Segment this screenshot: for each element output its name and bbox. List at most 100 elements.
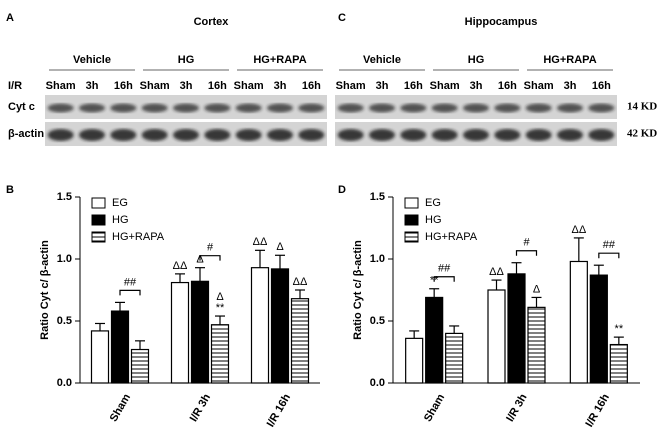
- blot-band: [494, 129, 521, 141]
- x-tick-label: I/R 3h: [188, 392, 214, 424]
- panel-letter: A: [6, 12, 14, 24]
- significance-mark: Δ: [216, 291, 224, 303]
- blot-band: [557, 129, 583, 141]
- significance-mark: ΔΔ: [173, 260, 188, 272]
- x-tick-label: Sham: [422, 392, 447, 424]
- blot-band: [557, 103, 583, 113]
- error-bar: [295, 289, 305, 299]
- error-bar: [511, 262, 522, 274]
- y-tick-label: 0.0: [370, 377, 385, 389]
- bar: [609, 343, 628, 384]
- error-bar: [409, 330, 420, 339]
- comparison-bracket: [119, 289, 141, 296]
- comparison-label: ##: [124, 276, 137, 288]
- blot-band: [431, 103, 458, 113]
- legend-swatch: [404, 197, 419, 209]
- blot-band: [79, 103, 105, 113]
- comparison-bracket: [598, 252, 620, 259]
- y-tick-label: 0.5: [370, 315, 385, 327]
- blot-band: [204, 129, 231, 141]
- panel-letter: D: [338, 184, 346, 196]
- blot-band: [173, 129, 199, 141]
- blot-band: [463, 129, 489, 141]
- significance-mark: ΔΔ: [293, 276, 308, 288]
- significance-mark: Δ: [533, 283, 541, 295]
- row-label: β-actin: [8, 128, 44, 140]
- lane-label: 16h: [302, 80, 321, 92]
- x-tick-label: I/R 16h: [584, 392, 613, 429]
- row-header: I/R: [8, 80, 22, 92]
- significance-mark: Δ: [276, 241, 284, 253]
- legend-label: HG: [112, 214, 129, 226]
- lane-label: Sham: [140, 80, 170, 92]
- blot-band: [141, 103, 168, 113]
- blot-title: Cortex: [194, 16, 230, 28]
- legend-label: HG+RAPA: [112, 231, 165, 243]
- blot-band: [173, 103, 199, 113]
- bar: [569, 260, 588, 384]
- error-bar: [531, 296, 542, 308]
- error-bar: [449, 325, 460, 334]
- y-tick-label: 1.5: [370, 191, 385, 203]
- lane-label: Sham: [524, 80, 554, 92]
- error-bar: [491, 279, 502, 290]
- legend-label: EG: [112, 197, 128, 209]
- x-tick-label: I/R 3h: [504, 392, 530, 424]
- group-label: Vehicle: [73, 54, 111, 66]
- blot-band: [235, 103, 262, 113]
- lane-label: 16h: [404, 80, 423, 92]
- significance-mark: ΔΔ: [489, 266, 504, 278]
- lane-label: 16h: [114, 80, 133, 92]
- bar: [170, 281, 190, 384]
- bar: [487, 289, 506, 384]
- lane-label: Sham: [336, 80, 366, 92]
- legend-label: HG+RAPA: [425, 231, 478, 243]
- bar: [210, 324, 230, 384]
- group-label: HG: [468, 54, 485, 66]
- blot-band: [110, 129, 137, 141]
- blot-band: [337, 103, 364, 113]
- group-label: HG+RAPA: [253, 54, 306, 66]
- bar: [290, 298, 310, 384]
- blot-band: [369, 129, 395, 141]
- y-tick-label: 1.0: [57, 253, 72, 265]
- comparison-bracket: [199, 255, 221, 261]
- bar: [589, 274, 608, 384]
- error-bar: [175, 273, 185, 283]
- error-bar: [573, 237, 584, 262]
- y-tick-label: 0.0: [57, 377, 72, 389]
- error-bar: [135, 340, 145, 350]
- lane-label: Sham: [430, 80, 460, 92]
- y-axis-label: Ratio Cyt c/ β-actin: [39, 240, 51, 340]
- blot-band: [588, 129, 615, 141]
- error-bar: [255, 249, 265, 268]
- y-tick-label: 0.5: [57, 315, 72, 327]
- bar: [130, 348, 150, 384]
- blot-band: [47, 103, 74, 113]
- blot-band: [47, 129, 74, 141]
- bar: [270, 268, 290, 384]
- legend-swatch: [404, 231, 419, 243]
- legend-swatch: [91, 231, 106, 243]
- blot-band: [298, 103, 325, 113]
- blot-band: [588, 103, 615, 113]
- error-bar: [215, 315, 225, 325]
- x-tick-label: Sham: [108, 392, 133, 424]
- legend-swatch: [404, 214, 419, 226]
- significance-mark: ΔΔ: [253, 236, 268, 248]
- blot-band: [110, 103, 137, 113]
- error-bar: [593, 264, 604, 276]
- error-bar: [275, 254, 285, 269]
- y-axis-label: Ratio Cyt c/ β-actin: [352, 240, 364, 340]
- size-label: 42 KD: [627, 128, 657, 140]
- lane-label: 16h: [498, 80, 517, 92]
- blot-title: Hippocampus: [465, 16, 538, 28]
- x-tick-label: I/R 16h: [265, 392, 294, 429]
- legend-swatch: [91, 197, 106, 209]
- lane-label: 16h: [592, 80, 611, 92]
- blot-band: [204, 103, 231, 113]
- lane-label: 3h: [86, 80, 99, 92]
- comparison-bracket: [515, 250, 538, 256]
- legend-label: HG: [425, 214, 442, 226]
- lane-label: 3h: [376, 80, 389, 92]
